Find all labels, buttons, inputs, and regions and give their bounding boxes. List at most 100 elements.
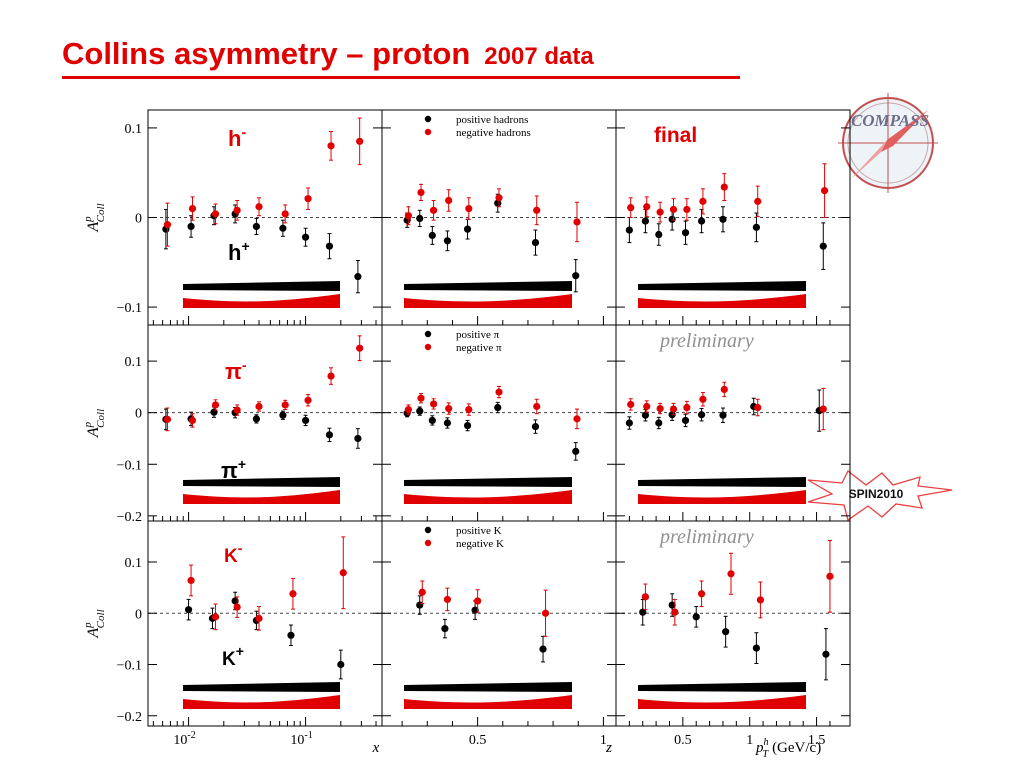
data-point-negative [669,405,678,413]
y-tick-label: 0 [135,212,142,227]
y-tick-label: −0.1 [117,659,142,674]
data-point-negative [669,205,678,214]
data-point-negative [187,576,195,585]
data-point-negative [211,613,220,621]
label-positive-species: K+ [222,643,244,670]
panel-frame [381,324,617,522]
panel-kaons-x: K- K+ [147,520,383,727]
data-point-negative [756,596,765,604]
panel-pions-x: π-π+ [147,324,383,522]
data-point-positive [655,230,663,239]
data-point-negative [327,372,335,380]
data-point-positive [572,272,580,280]
data-point-positive [641,411,650,419]
data-point-positive [625,226,633,234]
data-point-negative [443,595,452,604]
y-tick-label: 0.1 [125,122,143,137]
data-point-negative [417,394,425,402]
panel-hadrons-pt: final [615,109,851,326]
x-axis-label-x: x [372,740,380,756]
data-point-negative [671,608,679,616]
systematic-band-positive [183,682,340,692]
title-subtitle: 2007 data [484,43,594,70]
x-tick-label: 0.5 [469,733,487,748]
data-point-positive [681,416,690,425]
data-point-positive [668,601,676,609]
data-point-negative [699,395,707,403]
data-point-positive [287,631,295,639]
data-point-negative [255,614,263,622]
compass-logo-text: COMPASS [851,111,929,130]
data-point-positive [325,242,334,250]
data-point-positive [325,431,334,439]
y-tick-label: −0.1 [117,301,142,316]
y-axis-label: ApColl [82,203,107,232]
data-point-positive [441,625,449,633]
data-point-positive [819,242,827,250]
panel-frame [147,324,383,522]
data-point-positive [625,419,633,427]
data-point-negative [163,415,172,423]
data-point-positive [354,434,362,443]
data-point-positive [428,416,436,425]
data-point-negative [697,590,706,598]
y-tick-label: −0.1 [117,458,142,473]
y-tick-label: 0.1 [125,556,143,571]
y-tick-label: 0.1 [125,355,143,370]
panel-frame [147,520,383,727]
data-point-positive [531,423,540,431]
data-point-positive [722,628,730,636]
legend-entry: negative π [456,342,502,354]
title-underline [62,76,740,79]
data-point-negative [429,400,438,408]
x-axis-label-z: z [605,740,612,756]
spin2010-text: SPIN2010 [849,487,904,501]
y-axis-label: ApColl [82,409,107,438]
y-tick-label: −0.2 [117,710,142,725]
systematic-band-positive [638,281,806,291]
data-point-negative [289,590,297,598]
panel-frame [615,324,851,522]
data-point-negative [720,183,728,191]
data-point-negative [304,396,312,404]
data-point-positive [463,421,472,430]
y-axis-label-text: ApColl [82,609,107,638]
plot-row-kaons: 0.1 0 −0.1 −0.2 ApColl K- K+ positive Knegative… [82,520,851,727]
data-point-negative [727,570,735,578]
data-point-negative [699,197,707,205]
y-axis-label-text: ApColl [82,203,107,232]
data-point-positive [697,411,706,419]
data-point-negative [720,385,728,394]
label-negative-species: π- [225,357,247,384]
panel-hadrons-x: h-h+ [147,109,383,326]
data-point-positive [692,613,700,621]
data-point-positive [443,419,452,427]
data-point-negative [820,187,829,195]
data-point-negative [404,405,413,414]
x-tick-label: 1 [746,733,753,748]
data-point-positive [719,215,727,223]
systematic-band-positive [404,682,572,692]
data-point-positive [301,416,310,425]
spin2010-badge: SPIN2010 [807,470,953,522]
legend-marker [424,539,432,547]
data-point-positive [184,606,193,614]
legend-entry: positive hadrons [456,114,528,126]
systematic-band-negative [404,490,572,504]
label-negative-species: h- [228,124,246,151]
y-axis-label-text: ApColl [82,409,107,438]
legend-marker [424,526,432,534]
x-tick-label: 10-1 [290,730,312,748]
data-point-positive [231,597,239,605]
data-point-positive [697,217,706,225]
data-point-positive [301,233,310,241]
data-point-positive [279,411,287,419]
status-note: preliminary [658,526,754,548]
data-point-positive [443,237,452,245]
data-point-positive [279,224,287,232]
systematic-band-negative [183,695,340,709]
x-tick-label: 10-2 [173,730,195,748]
systematic-band-positive [183,477,340,487]
